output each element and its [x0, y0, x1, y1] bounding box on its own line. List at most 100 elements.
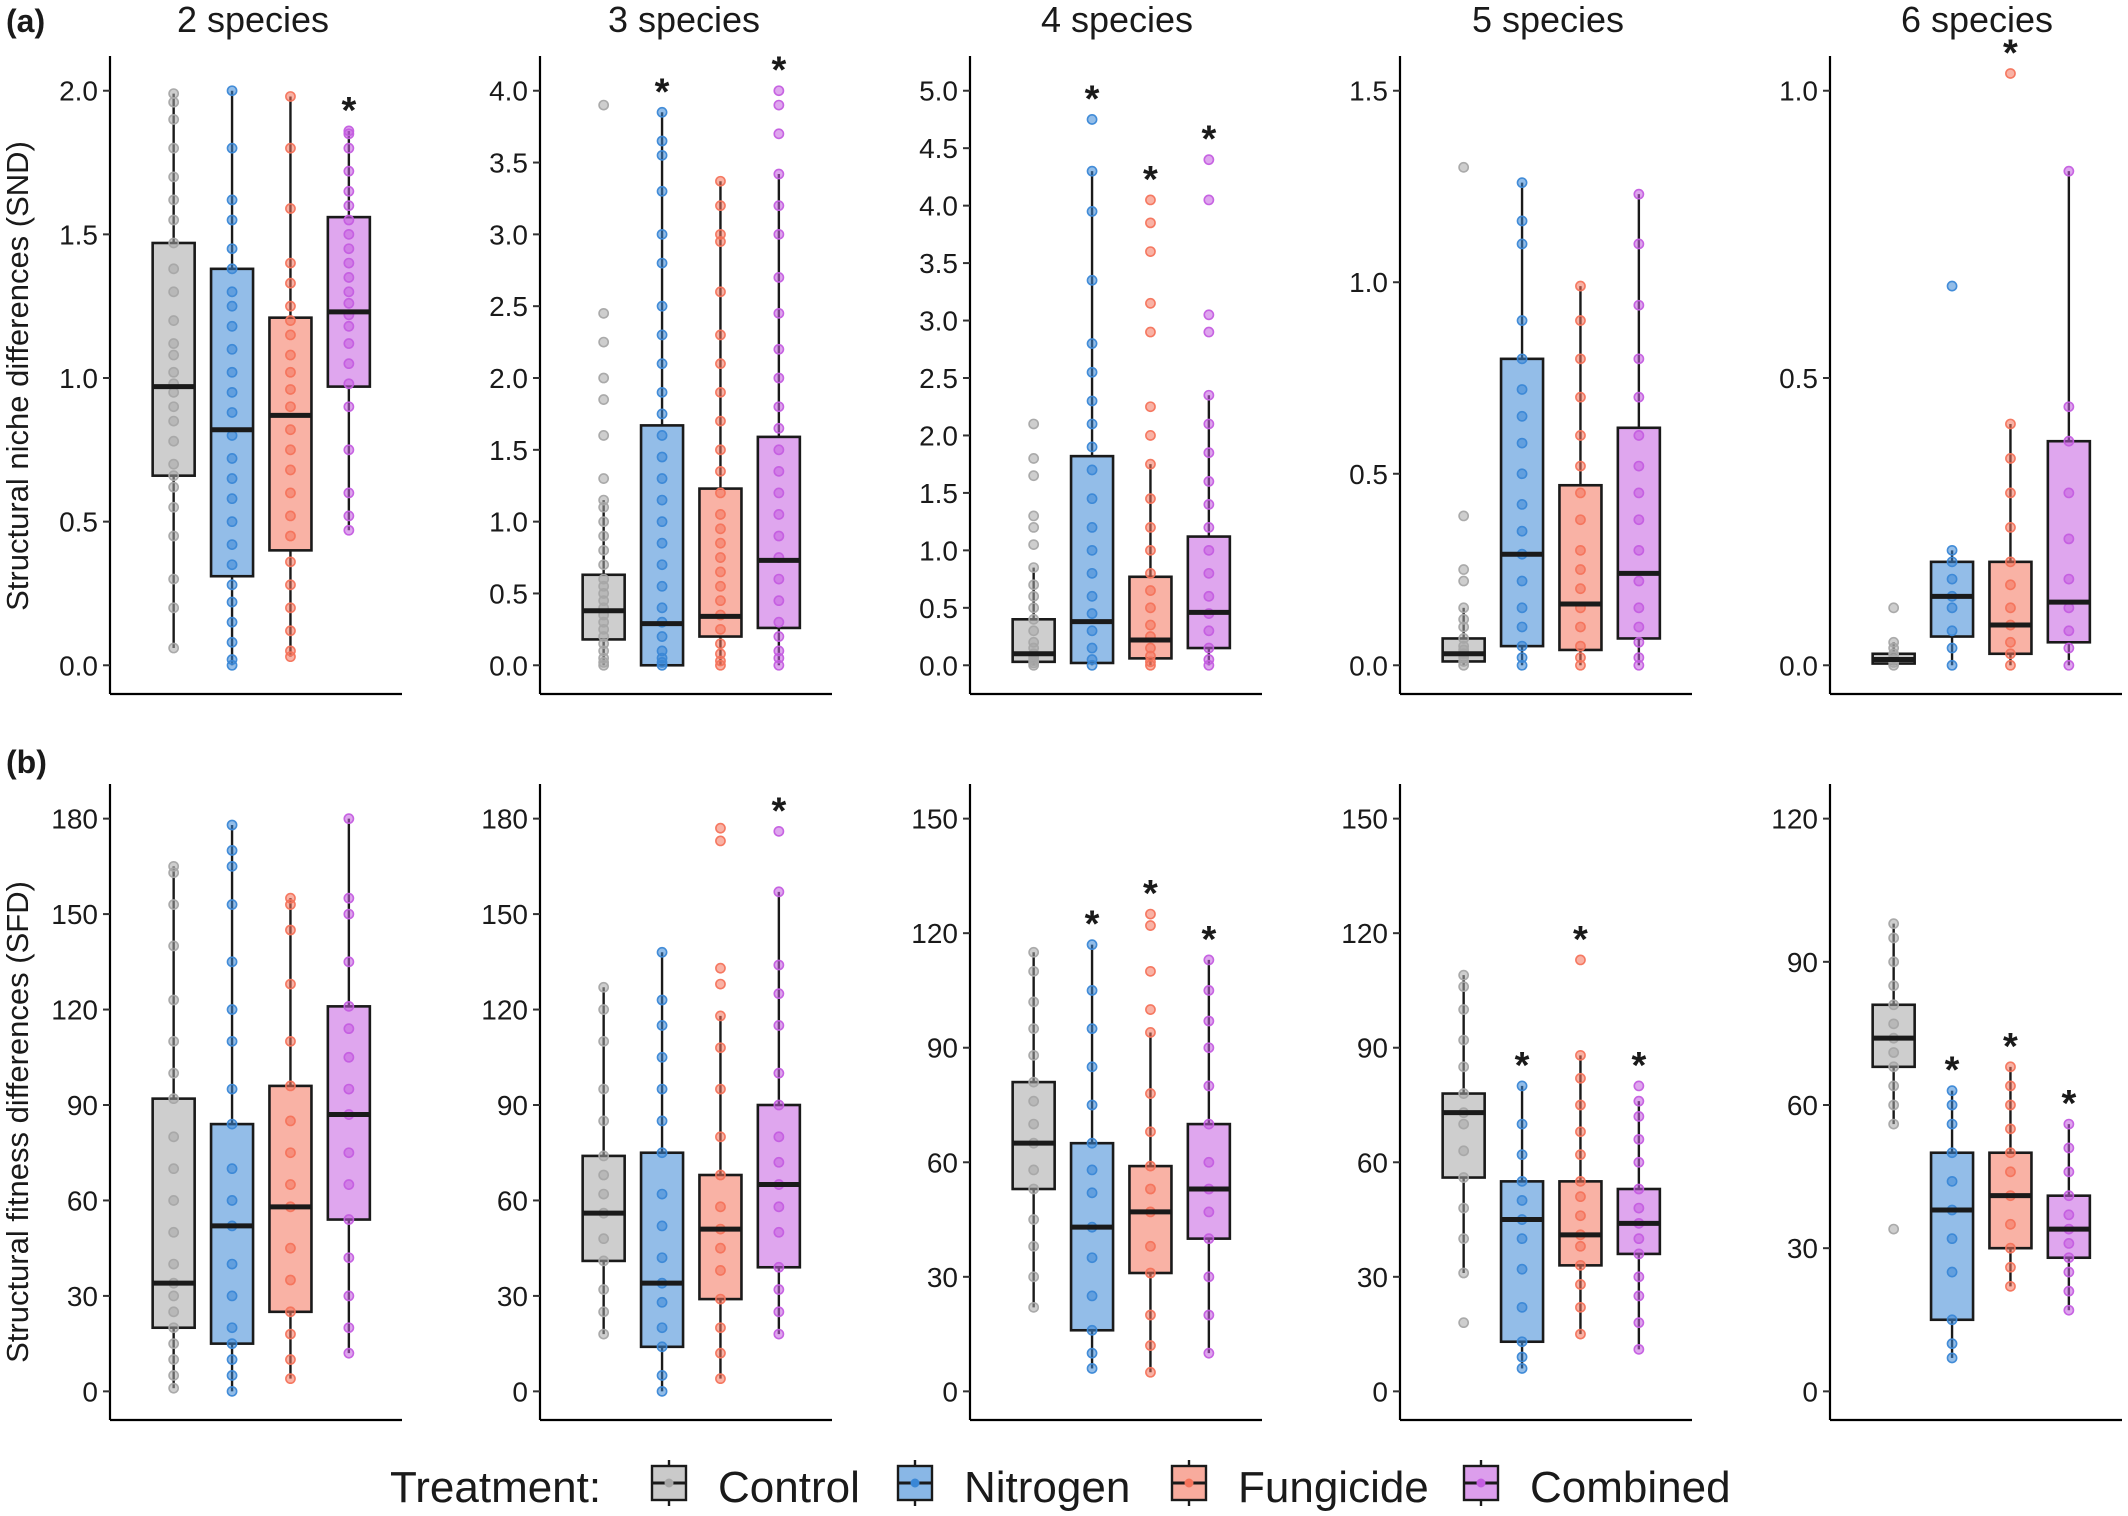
data-point: [1633, 1133, 1645, 1145]
data-point: [598, 1169, 610, 1181]
data-point: [773, 128, 785, 140]
data-point: [1575, 621, 1586, 633]
data-point: [343, 1322, 355, 1334]
data-point: [773, 1284, 785, 1295]
y-tick-label: 90: [1357, 1033, 1388, 1064]
data-point: [1946, 556, 1958, 568]
data-point: [226, 516, 238, 528]
data-point: [2063, 1118, 2075, 1130]
data-point: [1203, 1206, 1215, 1218]
iqr-box: [1441, 1092, 1486, 1179]
data-point: [226, 300, 238, 312]
data-point: [226, 860, 238, 872]
data-point: [285, 487, 296, 499]
data-point: [773, 444, 785, 456]
data-point: [1086, 338, 1098, 349]
data-point: [715, 444, 726, 456]
data-point: [285, 1328, 296, 1340]
data-point: [1145, 1267, 1156, 1279]
data-point: [1028, 946, 1040, 958]
data-point: [1633, 514, 1645, 526]
data-point: [226, 956, 238, 968]
data-point: [1633, 1248, 1645, 1260]
data-point: [1145, 401, 1156, 413]
data-point: [285, 602, 296, 614]
panel-r1-6-species: 0 30 60 90 120 * * *: [1771, 784, 2122, 1422]
data-point: [226, 654, 238, 665]
data-point: [656, 1296, 668, 1308]
data-point: [343, 185, 355, 197]
data-point: [168, 1354, 180, 1365]
data-point: [773, 886, 785, 898]
data-point: [656, 602, 668, 614]
data-point: [773, 1328, 785, 1340]
data-point: [2005, 418, 2016, 430]
data-point: [715, 1373, 726, 1385]
data-point: [168, 1290, 180, 1302]
data-point: [285, 924, 296, 936]
data-point: [773, 1226, 785, 1238]
data-point: [1028, 539, 1040, 551]
y-tick-label: 150: [481, 899, 528, 930]
data-point: [2005, 579, 2016, 591]
y-tick-label: 60: [1357, 1147, 1388, 1178]
box-control: [581, 981, 626, 1340]
data-point: [1458, 1233, 1470, 1245]
data-point: [598, 1188, 610, 1200]
data-point: [1633, 1290, 1645, 1302]
data-point: [1575, 280, 1586, 292]
data-point: [285, 1306, 296, 1318]
data-point: [1458, 510, 1470, 522]
data-point: [1633, 460, 1645, 472]
data-point: [343, 1000, 355, 1012]
data-point: [343, 401, 355, 413]
data-point: [598, 372, 610, 384]
data-point: [715, 228, 726, 240]
data-point: [2005, 1123, 2016, 1135]
y-tick-label: 120: [1771, 804, 1818, 835]
data-point: [1516, 621, 1528, 633]
data-point: [1086, 608, 1098, 619]
data-point: [1203, 954, 1215, 966]
y-tick-label: 60: [67, 1185, 98, 1216]
data-point: [1575, 353, 1586, 365]
y-axis-label-sfd: Structural fitness differences (SFD): [0, 881, 35, 1363]
y-tick-label: 0: [82, 1376, 98, 1407]
box-fungicide: *: [1128, 873, 1173, 1378]
data-point: [715, 1042, 726, 1054]
data-point: [1145, 1126, 1156, 1138]
significance-star: *: [771, 790, 786, 832]
y-tick-label: 0.0: [919, 650, 958, 681]
data-point: [1516, 1175, 1528, 1187]
data-point: [773, 1020, 785, 1031]
y-tick-label: 4.0: [919, 191, 958, 222]
data-point: [1086, 1252, 1098, 1264]
data-point: [1028, 602, 1040, 614]
panel-r0-6-species: 0.0 0.5 1.0 *: [1779, 32, 2122, 696]
data-point: [656, 1051, 668, 1063]
iqr-box: [1128, 1164, 1173, 1275]
data-point: [2063, 1304, 2075, 1316]
data-point: [1203, 985, 1215, 996]
significance-star: *: [1201, 919, 1216, 961]
data-point: [1028, 1023, 1040, 1035]
data-point: [226, 286, 238, 298]
box-combined: *: [1186, 119, 1232, 671]
data-point: [715, 175, 726, 187]
data-point: [656, 358, 668, 370]
y-tick-label: 3.0: [919, 306, 958, 337]
data-point: [1145, 217, 1156, 229]
data-point: [656, 386, 668, 398]
data-point: [2005, 1261, 2016, 1273]
data-point: [656, 135, 668, 147]
data-point: [1575, 1126, 1586, 1138]
iqr-box: [1186, 1122, 1232, 1240]
data-point: [168, 481, 180, 493]
significance-star: *: [1085, 78, 1100, 120]
data-point: [1028, 1183, 1040, 1195]
data-point: [1946, 1147, 1958, 1159]
data-point: [285, 329, 296, 341]
data-point: [226, 407, 238, 418]
data-point: [773, 422, 785, 434]
facet-title-3-species: 3 species: [608, 0, 760, 40]
